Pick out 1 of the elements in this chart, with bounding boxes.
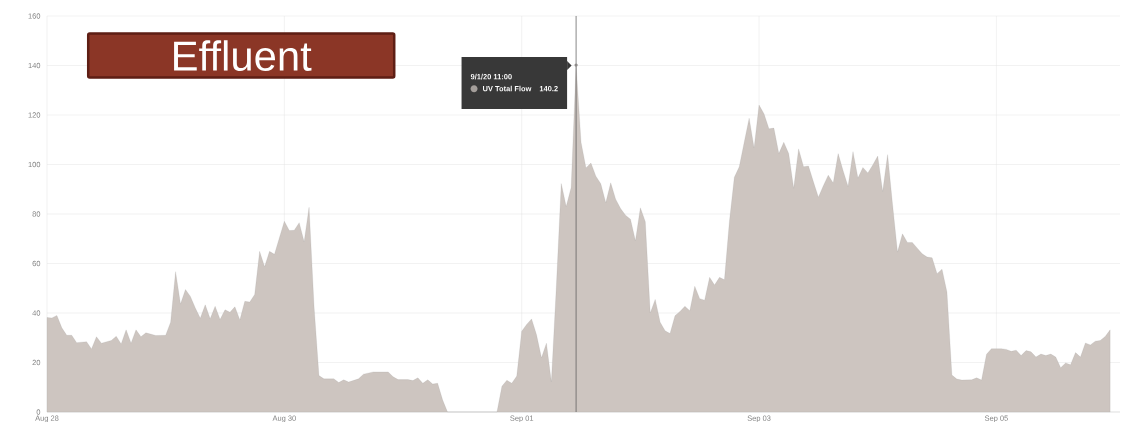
- chart-title: Effluent: [174, 40, 312, 71]
